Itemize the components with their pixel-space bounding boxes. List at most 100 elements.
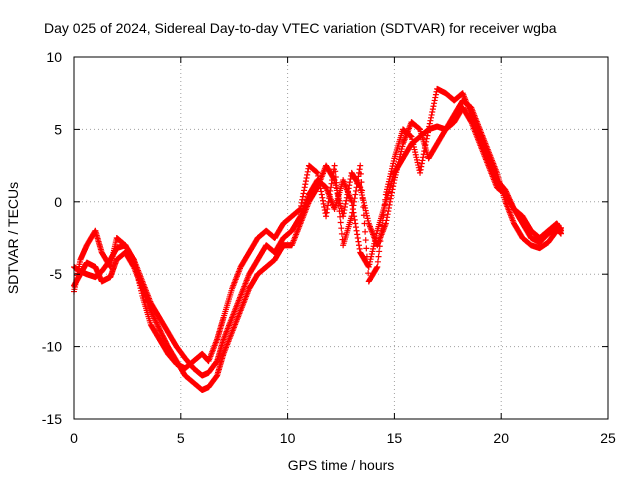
data-point [332,168,339,175]
data-point [358,179,365,186]
data-point [342,200,349,207]
data-point [374,258,381,265]
data-point [362,237,369,244]
data-point [432,94,439,101]
data-point [360,212,367,219]
data-point [503,188,510,195]
data-point [359,195,366,202]
data-point [323,213,330,220]
data-point [327,184,334,191]
data-point [304,168,311,175]
data-point [506,195,513,202]
data-point [155,323,162,330]
data-point [558,227,565,234]
data-point [331,162,338,169]
data-point [375,253,382,260]
data-point [318,188,325,195]
data-point [379,217,386,224]
data-point [298,202,305,209]
data-point [504,191,511,198]
y-tick-label: 5 [54,121,62,137]
data-point [346,182,353,189]
data-point [106,262,113,269]
data-point [425,126,432,133]
data-point [302,181,309,188]
data-point [428,114,435,121]
data-point [153,319,160,326]
data-point [507,199,514,206]
data-point [154,322,161,329]
data-point [420,154,427,161]
data-point [387,195,394,202]
data-point [353,227,360,234]
data-point [317,185,324,192]
data-point [509,202,516,209]
x-tick-labels: 0 5 10 15 20 25 [70,430,616,446]
data-point [299,193,306,200]
data-point [300,190,307,197]
data-point [341,207,348,214]
data-point [384,214,391,221]
x-tick-label: 0 [70,430,78,446]
data-point [316,182,323,189]
data-point [351,195,358,202]
series-trace-b [71,97,565,394]
data-point [149,310,156,317]
data-point [299,196,306,203]
data-point [343,197,350,204]
data-point [333,179,340,186]
data-point [301,184,308,191]
data-point [389,186,396,193]
y-tick-label: 10 [46,49,62,65]
data-point [362,228,369,235]
data-point [360,203,367,210]
data-point [337,213,344,220]
data-point [353,184,360,191]
data-point [385,208,392,215]
data-point [152,316,159,323]
data-point [381,207,388,214]
data-point [315,176,322,183]
data-point [432,91,439,98]
x-tick-label: 10 [280,430,296,446]
data-point [377,232,384,239]
data-point [350,202,357,209]
y-tick-label: -10 [42,339,62,355]
data-point [326,195,333,202]
data-point [376,243,383,250]
data-point [418,160,425,167]
series-trace-c [71,85,565,372]
data-point [502,187,509,194]
x-tick-label: 5 [177,430,185,446]
data-point [352,220,359,227]
data-point [378,227,385,234]
x-tick-label: 15 [387,430,403,446]
data-point [356,245,363,252]
data-point [352,191,359,198]
data-point [382,220,389,227]
data-point [349,206,356,213]
data-point [431,100,438,107]
y-tick-label: 0 [54,194,62,210]
data-point [427,117,434,124]
data-point [303,175,310,182]
data-point [355,238,362,245]
data-point [324,206,331,213]
data-point [422,141,429,148]
y-tick-labels: -15 -10 -5 0 5 10 [42,49,62,427]
data-point [320,200,327,207]
data-point [318,191,325,198]
chart-title: Day 025 of 2024, Sidereal Day-to-day VTE… [44,20,557,36]
data-point [423,135,430,142]
data-point [148,308,155,315]
data-point [319,194,326,201]
data-point [505,193,512,200]
data-point [352,224,359,231]
data-point [421,145,428,152]
data-point [504,192,511,199]
x-axis-label: GPS time / hours [288,457,395,473]
data-point [420,151,427,158]
data-point [354,231,361,238]
axis-ticks [73,56,609,420]
